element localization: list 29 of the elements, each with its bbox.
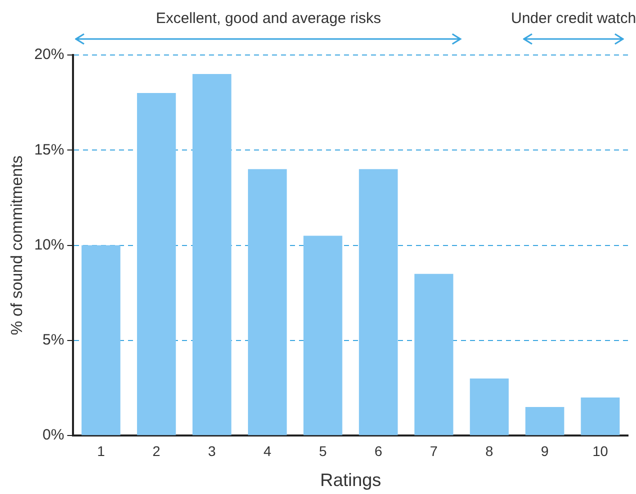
bar xyxy=(192,74,232,436)
x-tick-label: 2 xyxy=(152,442,161,459)
x-tick-label: 1 xyxy=(97,442,106,459)
bar xyxy=(303,236,342,436)
text: Excellent, good and average risks xyxy=(156,10,381,27)
y-axis-title: % of sound commitments xyxy=(9,155,26,336)
bar xyxy=(358,169,398,436)
bar xyxy=(248,169,287,436)
x-tick-label: 7 xyxy=(430,442,438,459)
x-tick-label: 4 xyxy=(263,442,272,459)
x-tick-label: 5 xyxy=(318,442,327,459)
y-tick-label: 5% xyxy=(42,332,64,349)
bar xyxy=(414,274,454,436)
x-tick-label: 3 xyxy=(208,442,216,459)
bar xyxy=(470,378,509,436)
bar xyxy=(525,407,564,436)
bar xyxy=(82,245,120,436)
bar xyxy=(137,93,176,436)
text: Under credit watch xyxy=(510,10,636,27)
x-tick-label: 8 xyxy=(485,442,494,459)
bar xyxy=(580,398,620,436)
x-axis-title: Ratings xyxy=(320,470,382,490)
y-tick-label: 20% xyxy=(34,46,64,64)
y-tick-label: 0% xyxy=(42,426,64,444)
x-tick-label: 6 xyxy=(374,442,382,459)
y-tick-label: 10% xyxy=(34,236,64,254)
x-tick-label: 10 xyxy=(592,442,608,459)
x-tick-label: 9 xyxy=(540,442,549,459)
y-tick-label: 15% xyxy=(34,141,64,158)
